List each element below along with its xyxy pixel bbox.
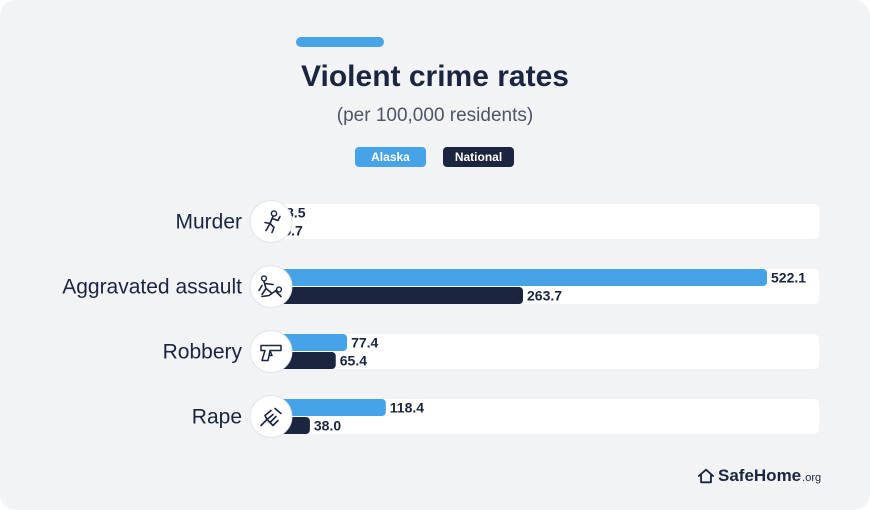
bar-row-1: 522.1 263.7 Aggravated assault [62,265,819,308]
bar-track [270,204,819,239]
bar-row-3: 118.4 38.0 Rape [192,395,819,438]
chart-subtitle: (per 100,000 residents) [336,105,534,126]
national-value-label: 65.4 [340,353,367,369]
alaska-value-label: 118.4 [390,400,424,416]
assault-figures-icon [258,275,283,298]
legend-national: National [443,147,514,167]
legend-alaska: Alaska [355,147,426,167]
brand-logo: SafeHome .org [697,466,821,486]
brand-tld: .org [802,472,822,484]
title-accent-bar [296,37,384,47]
alaska-bar [274,269,767,286]
icon-badge [249,265,293,308]
national-value-label: 38.0 [314,418,341,434]
alaska-value-label: 77.4 [351,335,378,351]
bar-track [270,334,819,369]
bar-row-2: 77.4 65.4 Robbery [163,330,819,373]
category-label: Murder [175,211,242,234]
national-bar [274,287,524,304]
category-label: Robbery [163,341,243,364]
brand-name: SafeHome [718,466,802,485]
handgun-icon [260,344,282,362]
hand-grab-icon [260,407,282,427]
national-value-label: 263.7 [527,288,562,304]
alaska-bar [274,399,386,416]
house-icon [697,468,715,484]
bar-track [270,399,819,434]
alaska-bar [274,334,348,351]
running-figure-icon [264,210,281,234]
category-label: Rape [192,406,242,429]
category-label: Aggravated assault [62,276,242,299]
chart-title: Violent crime rates [301,60,569,93]
alaska-value-label: 522.1 [771,270,806,286]
